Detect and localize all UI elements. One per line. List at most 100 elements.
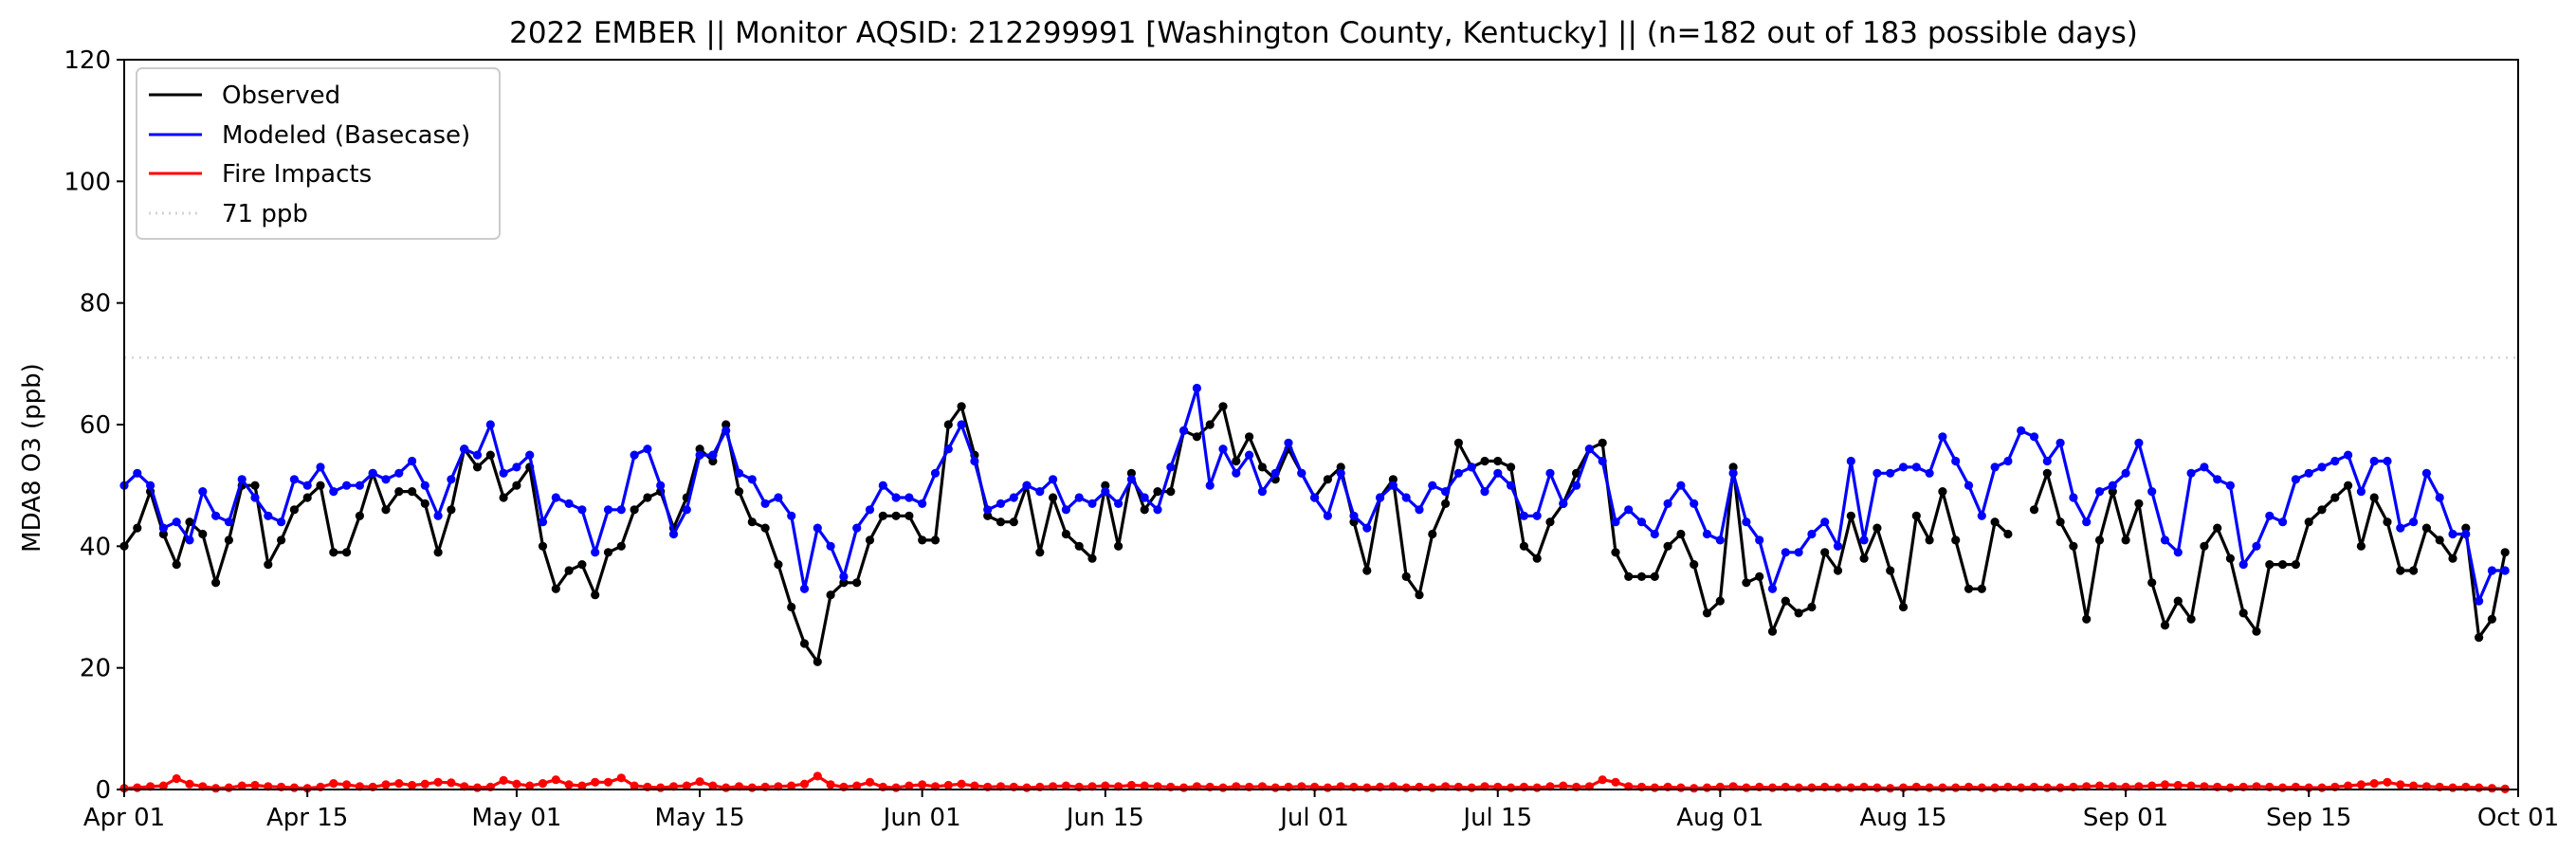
- data-point: [133, 523, 142, 533]
- data-point: [591, 590, 600, 600]
- x-tick-label: Aug 01: [1676, 804, 1763, 832]
- data-point: [1925, 783, 1934, 792]
- data-point: [277, 517, 286, 527]
- data-point: [1441, 487, 1451, 497]
- data-point: [2448, 529, 2457, 539]
- data-point: [2461, 529, 2471, 539]
- data-point: [747, 517, 757, 527]
- data-point: [1807, 602, 1817, 612]
- data-point: [2186, 614, 2196, 624]
- data-point: [813, 771, 822, 781]
- data-point: [943, 420, 953, 429]
- data-point: [1807, 529, 1817, 539]
- data-point: [551, 493, 560, 502]
- data-point: [1101, 487, 1110, 497]
- data-point: [408, 780, 417, 790]
- data-point: [1415, 505, 1424, 515]
- data-point: [329, 779, 338, 789]
- data-point: [2265, 560, 2275, 570]
- data-point: [433, 777, 443, 787]
- data-point: [2475, 783, 2484, 792]
- data-point: [447, 505, 456, 515]
- data-point: [289, 783, 299, 792]
- data-point: [1911, 463, 1921, 472]
- data-point: [2317, 505, 2327, 515]
- data-point: [839, 572, 849, 582]
- data-point: [1388, 481, 1398, 490]
- data-point: [420, 481, 429, 490]
- data-point: [1401, 783, 1411, 792]
- data-point: [2173, 780, 2183, 790]
- data-point: [970, 781, 979, 790]
- data-point: [512, 463, 521, 472]
- data-point: [512, 481, 521, 490]
- data-point: [1650, 783, 1659, 792]
- data-point: [2344, 481, 2353, 490]
- data-point: [1650, 529, 1659, 539]
- data-point: [865, 535, 875, 545]
- data-point: [342, 780, 352, 789]
- legend-label-observed: Observed: [222, 82, 340, 110]
- data-point: [1938, 432, 1947, 442]
- data-point: [603, 505, 613, 515]
- data-point: [1323, 475, 1332, 484]
- data-point: [2055, 783, 2065, 792]
- data-point: [734, 487, 744, 497]
- data-point: [211, 578, 221, 588]
- x-tick-label: Aug 15: [1859, 804, 1946, 832]
- data-point: [185, 517, 194, 527]
- data-point: [1009, 517, 1018, 527]
- y-tick-label: 100: [64, 168, 111, 196]
- data-point: [1545, 468, 1555, 478]
- data-point: [1990, 783, 2000, 792]
- data-point: [2330, 493, 2340, 502]
- data-point: [1126, 468, 1136, 478]
- data-point: [1022, 481, 1032, 490]
- data-point: [1794, 783, 1803, 792]
- data-point: [2225, 481, 2235, 490]
- data-point: [1611, 517, 1620, 527]
- data-point: [1245, 432, 1254, 442]
- data-point: [957, 779, 966, 789]
- data-point: [394, 487, 404, 497]
- data-point: [2317, 463, 2327, 472]
- data-point: [1087, 554, 1097, 563]
- data-point: [1362, 566, 1372, 575]
- data-point: [891, 493, 901, 502]
- data-point: [302, 493, 312, 502]
- data-point: [1192, 383, 1201, 393]
- data-point: [630, 781, 639, 790]
- data-point: [1925, 468, 1934, 478]
- data-point: [957, 420, 966, 429]
- data-point: [394, 779, 404, 789]
- data-point: [1467, 783, 1476, 792]
- data-point: [420, 499, 429, 509]
- data-point: [1428, 481, 1437, 490]
- data-point: [289, 505, 299, 515]
- data-point: [564, 499, 574, 509]
- data-point: [2225, 783, 2235, 792]
- data-point: [1964, 584, 1974, 593]
- data-point: [472, 783, 483, 792]
- data-point: [2094, 487, 2105, 497]
- data-point: [2082, 614, 2092, 624]
- data-point: [1179, 426, 1189, 435]
- x-tick-label: Jul 01: [1278, 804, 1349, 832]
- data-point: [342, 548, 352, 557]
- data-point: [158, 523, 168, 533]
- series-2: [119, 383, 2510, 606]
- y-tick-label: 60: [80, 411, 111, 440]
- data-point: [878, 481, 887, 490]
- data-point: [172, 773, 181, 784]
- data-point: [1676, 529, 1686, 539]
- data-point: [158, 529, 168, 539]
- data-point: [2160, 780, 2170, 789]
- data-point: [2475, 596, 2484, 606]
- data-point: [1376, 493, 1385, 502]
- data-point: [1415, 590, 1424, 600]
- data-point: [2055, 438, 2065, 447]
- data-point: [198, 529, 208, 539]
- data-point: [1951, 783, 1961, 792]
- data-point: [826, 780, 835, 789]
